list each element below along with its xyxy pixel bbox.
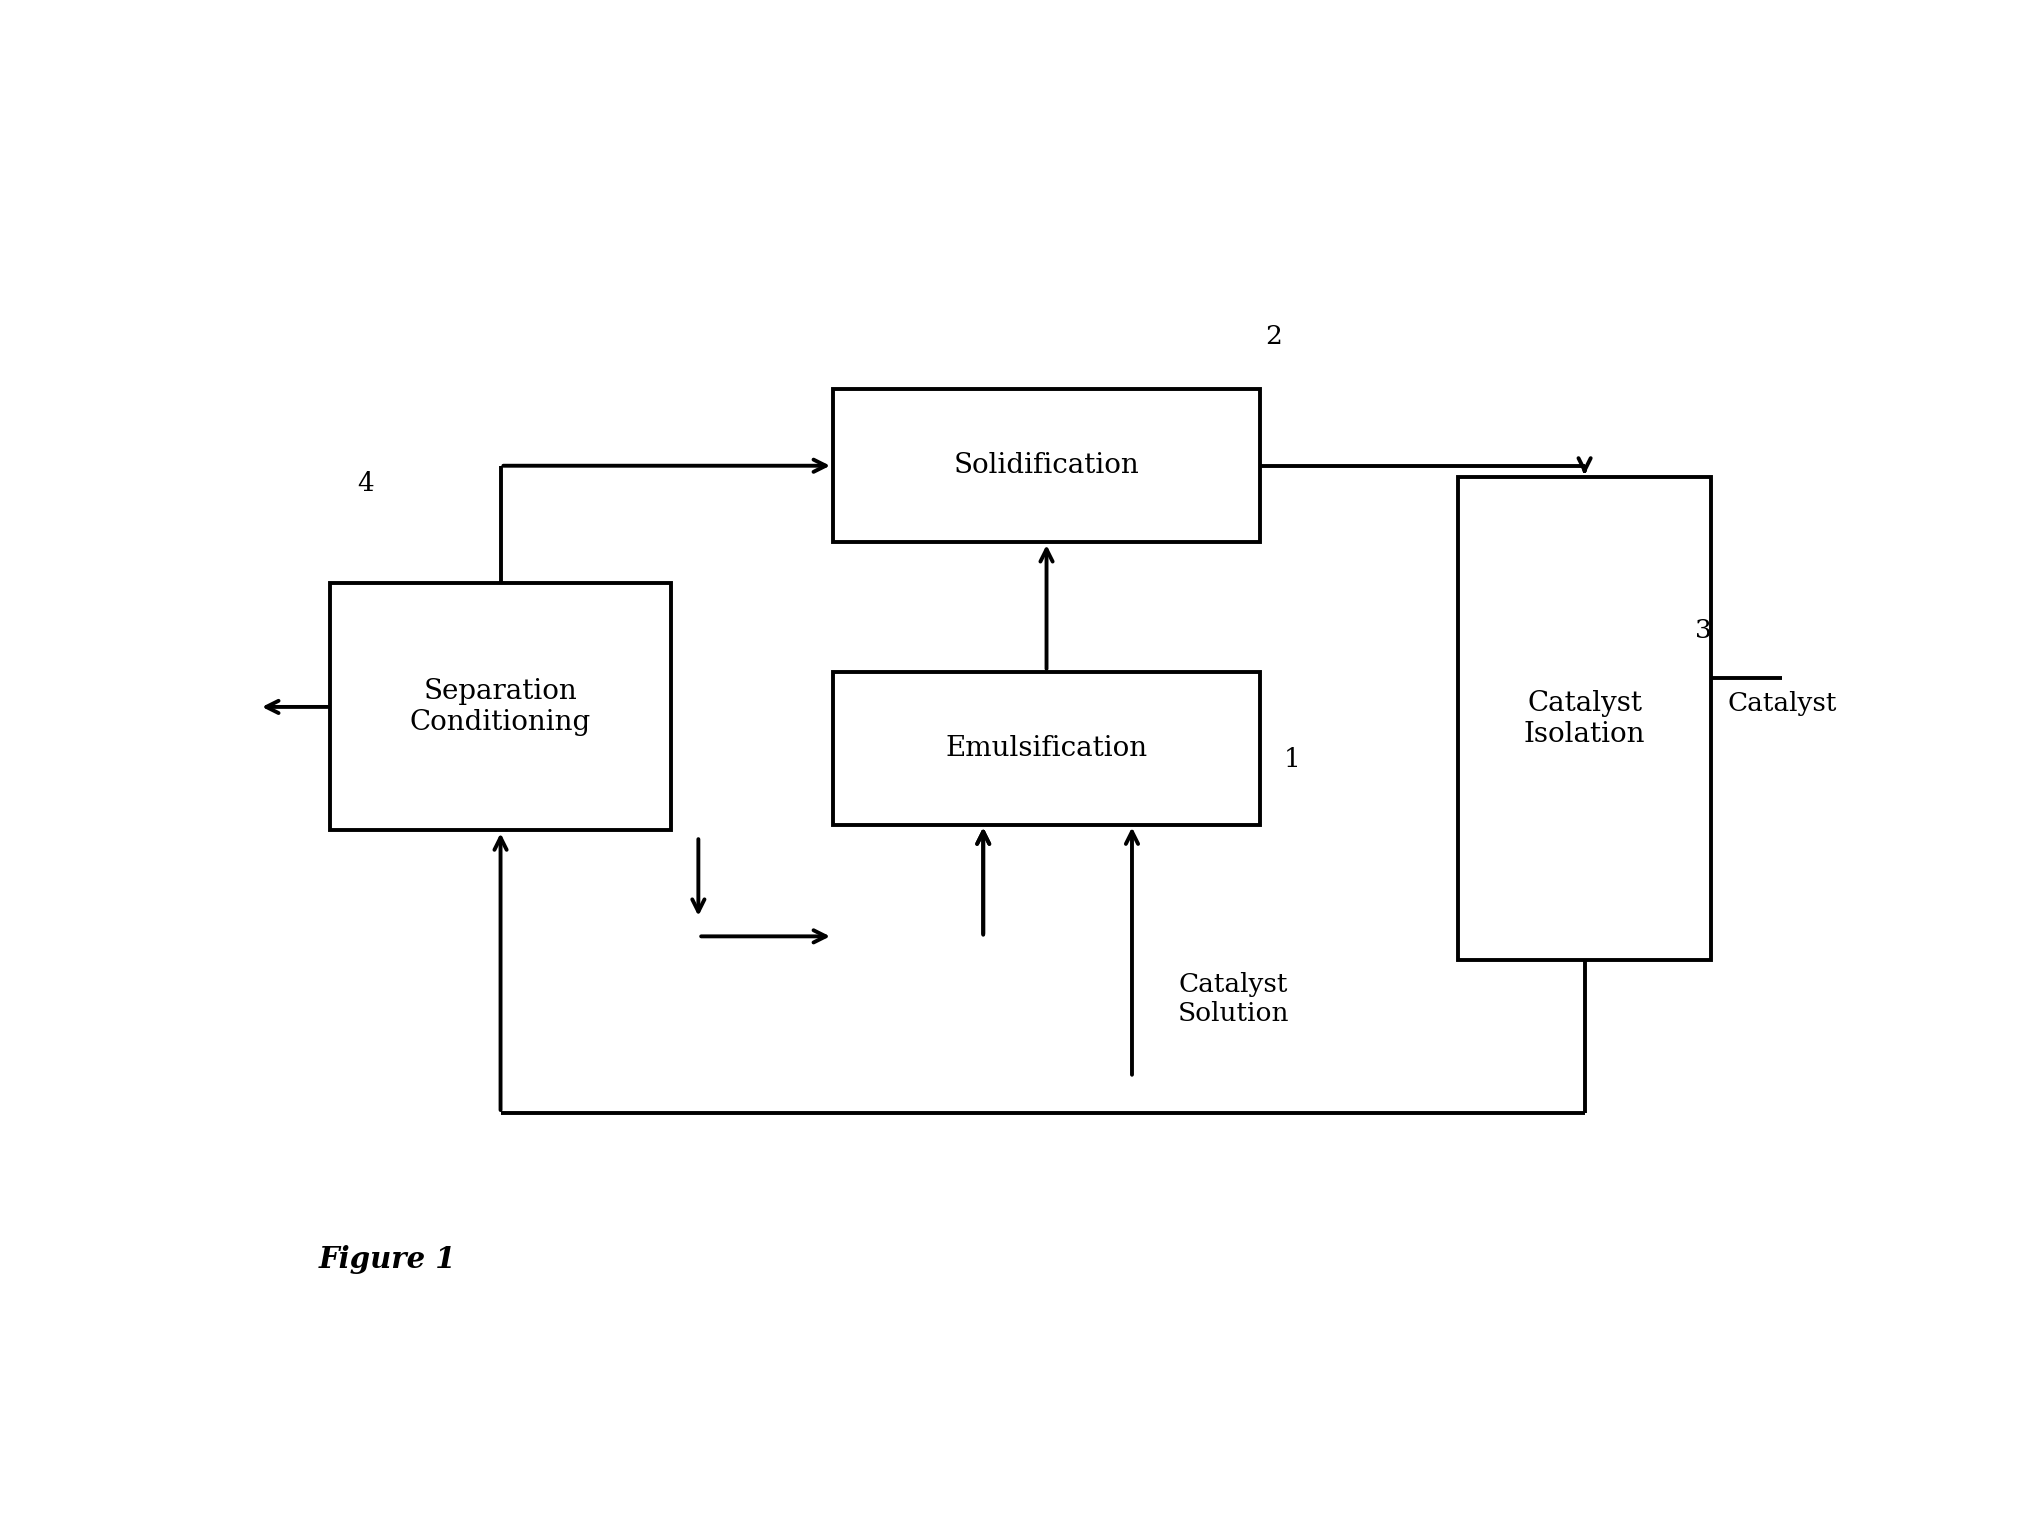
Text: 2: 2	[1264, 324, 1282, 348]
Text: Figure 1: Figure 1	[319, 1245, 455, 1274]
Text: Emulsification: Emulsification	[945, 735, 1148, 761]
Text: 3: 3	[1695, 617, 1713, 643]
Text: Separation
Conditioning: Separation Conditioning	[410, 678, 592, 736]
Text: 1: 1	[1284, 747, 1301, 772]
Text: Catalyst
Isolation: Catalyst Isolation	[1523, 689, 1646, 747]
Text: Catalyst: Catalyst	[1728, 691, 1836, 717]
Bar	[1458, 477, 1711, 960]
Text: 4: 4	[357, 471, 374, 497]
Text: Solidification: Solidification	[954, 452, 1139, 480]
Bar	[833, 390, 1260, 542]
Bar	[833, 672, 1260, 825]
Bar	[331, 584, 670, 830]
Text: Catalyst
Solution: Catalyst Solution	[1178, 972, 1289, 1025]
